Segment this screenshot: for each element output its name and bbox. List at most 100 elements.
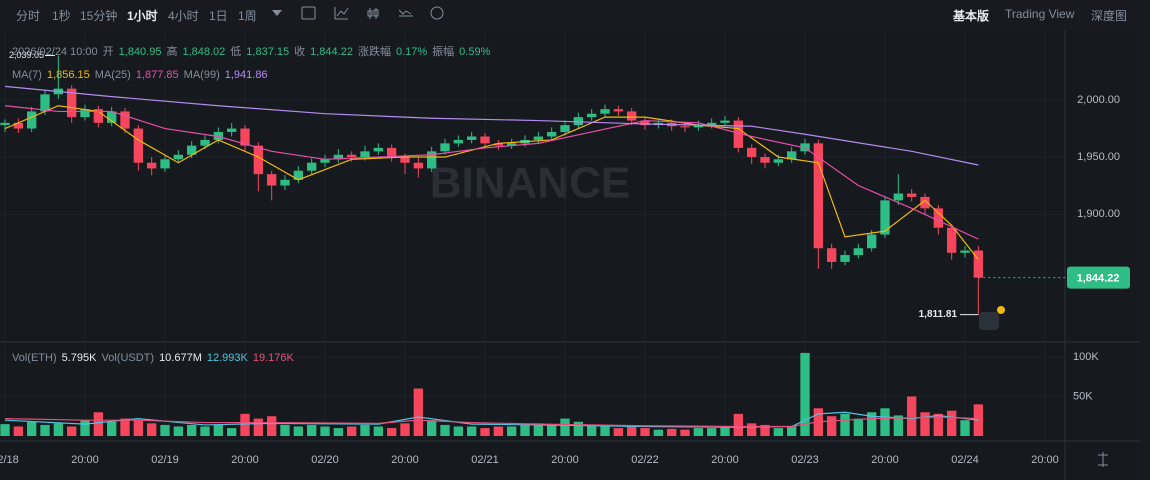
volume-bar bbox=[467, 426, 477, 436]
volume-bar bbox=[0, 424, 10, 436]
volume-bar bbox=[613, 428, 623, 436]
volume-bar bbox=[933, 413, 943, 436]
candle-body bbox=[760, 157, 770, 163]
icon[interactable] bbox=[301, 6, 316, 20]
ma-name: MA(7) bbox=[12, 69, 42, 81]
y-tick-label: 1,900.00 bbox=[1077, 208, 1120, 220]
candle-body bbox=[120, 111, 130, 129]
volume-bar bbox=[480, 428, 490, 436]
volume-bar bbox=[707, 428, 717, 436]
candle-body bbox=[867, 234, 877, 249]
candle-body bbox=[320, 159, 330, 163]
candle-body bbox=[733, 120, 743, 148]
icon[interactable] bbox=[367, 8, 379, 19]
candle-body bbox=[40, 94, 50, 112]
candle-body bbox=[533, 136, 543, 140]
y-tick-label: 50K bbox=[1073, 390, 1093, 402]
volume-bar bbox=[187, 424, 197, 436]
interval-button[interactable]: 分时 bbox=[16, 9, 41, 23]
candle-body bbox=[307, 162, 317, 171]
y-tick-label: 1,950.00 bbox=[1077, 151, 1120, 163]
volume-bar bbox=[427, 420, 437, 436]
candle-body bbox=[93, 109, 103, 123]
last-price-box bbox=[1067, 266, 1130, 289]
interval-button[interactable]: 4小时 bbox=[168, 9, 199, 23]
volume-bar bbox=[840, 413, 850, 436]
volume-bar bbox=[333, 428, 343, 436]
volume-bar bbox=[13, 426, 23, 436]
dropdown-icon[interactable] bbox=[272, 10, 282, 16]
volume-bar bbox=[360, 424, 370, 436]
ohlc-info: 2026/02/24 10:00 开 1,840.95 高 1,848.02 低 1,837… bbox=[12, 43, 495, 59]
icon[interactable] bbox=[398, 9, 413, 17]
field-value: 0.59% bbox=[459, 46, 491, 58]
volume-bar bbox=[787, 426, 797, 436]
candle-body bbox=[893, 193, 903, 201]
volume-bar bbox=[307, 424, 317, 436]
volume-legend: Vol(ETH) 5.795K Vol(USDT) 10.677M 12.993K 19.… bbox=[12, 352, 299, 364]
ma-value: 1,877.85 bbox=[135, 69, 179, 81]
candle-body bbox=[480, 136, 490, 144]
ma-value: 1,941.86 bbox=[224, 69, 268, 81]
candle-body bbox=[27, 111, 37, 129]
interval-button[interactable]: 15分钟 bbox=[80, 9, 118, 23]
x-tick-label: 20:00 bbox=[551, 454, 579, 466]
volume-bar bbox=[120, 418, 130, 436]
volume-bar bbox=[413, 388, 423, 436]
volume-bar bbox=[627, 426, 637, 436]
volume-bar bbox=[107, 421, 117, 436]
interval-button[interactable]: 1周 bbox=[238, 9, 257, 23]
last-price-label: 1,844.22 bbox=[1077, 273, 1120, 285]
icon[interactable] bbox=[1098, 452, 1108, 467]
volume-bar bbox=[560, 418, 570, 436]
icon[interactable] bbox=[334, 7, 349, 20]
interval-button[interactable]: 1小时 bbox=[127, 9, 158, 23]
vol-ma-value: 19.176K bbox=[252, 352, 294, 364]
view-button[interactable]: Trading View bbox=[1005, 7, 1075, 21]
x-tick-label: 02/20 bbox=[311, 454, 339, 466]
volume-bar bbox=[533, 423, 543, 436]
x-tick-label: 20:00 bbox=[231, 454, 259, 466]
field-label: 高 bbox=[166, 46, 178, 58]
field-label: 收 bbox=[294, 46, 306, 58]
candle-body bbox=[707, 122, 717, 126]
candle-body bbox=[840, 255, 850, 262]
candle-body bbox=[680, 126, 690, 128]
volume-bar bbox=[293, 426, 303, 436]
candle-body bbox=[400, 157, 410, 163]
volume-bar bbox=[760, 424, 770, 436]
view-button[interactable]: 基本版 bbox=[953, 9, 990, 23]
logo-button[interactable] bbox=[979, 312, 999, 330]
volume-bar bbox=[973, 404, 983, 436]
interval-button[interactable]: 1秒 bbox=[52, 9, 71, 23]
volume-bar bbox=[67, 426, 77, 436]
volume-bar bbox=[867, 412, 877, 436]
candle-body bbox=[200, 139, 210, 146]
field-value: 1,840.95 bbox=[118, 46, 162, 58]
interval-button[interactable]: 1日 bbox=[209, 9, 228, 23]
candle-body bbox=[627, 111, 637, 121]
candle-body bbox=[227, 128, 237, 132]
candle-body bbox=[413, 162, 423, 169]
candle-body bbox=[600, 109, 610, 114]
icon[interactable] bbox=[430, 6, 444, 20]
volume-bar bbox=[547, 424, 557, 436]
candle-body bbox=[80, 109, 90, 118]
low-label: 1,811.81 bbox=[919, 309, 958, 320]
volume-bar bbox=[133, 420, 143, 436]
candle-body bbox=[253, 145, 263, 175]
view-button[interactable]: 深度图 bbox=[1091, 9, 1128, 23]
vol-name: Vol(ETH) bbox=[12, 352, 57, 364]
volume-bar bbox=[893, 415, 903, 436]
field-label: 低 bbox=[230, 46, 242, 58]
field-label: 涨跌幅 bbox=[357, 46, 391, 58]
candle-body bbox=[387, 147, 397, 158]
toolbar-icons bbox=[272, 6, 1108, 467]
x-tick-label: 02/19 bbox=[151, 454, 179, 466]
volume-bar bbox=[347, 426, 357, 436]
candle-body bbox=[360, 151, 370, 158]
candle-body bbox=[880, 200, 890, 235]
ma-name: MA(25) bbox=[94, 69, 131, 81]
volume-bar bbox=[213, 424, 223, 436]
